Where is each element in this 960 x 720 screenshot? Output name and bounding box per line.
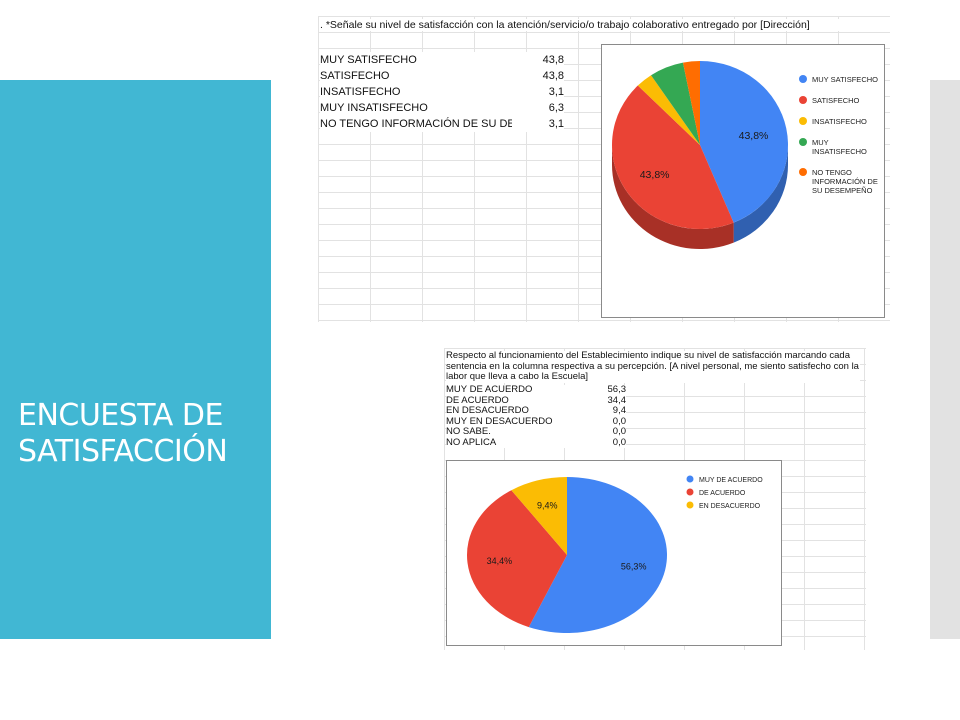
chart2-table-row: MUY EN DESACUERDO 0,0 [446,415,626,427]
chart1-table-row: MUY INSATISFECHO 6,3 [320,100,564,116]
chart1-table-row: INSATISFECHO 3,1 [320,84,564,100]
chart2-table-row: MUY DE ACUERDO 56,3 [446,384,627,396]
chart2-row-label: EN DESACUERDO [446,405,529,416]
slide-title: ENCUESTA DE SATISFACCIÓN [18,398,228,469]
chart2-row-value: 9,4 [612,405,626,416]
chart1-slice [682,61,700,145]
chart2-row-label: MUY DE ACUERDO [446,384,533,395]
survey-screenshot-2: Respecto al funcionamiento del Estableci… [444,348,866,650]
chart2-legend-swatch [686,501,694,509]
chart1-frame: 43,8% 43,8% MUY SATISFECHO SATISFECHO INSATI… [601,44,885,318]
chart1-legend-swatch [799,75,807,83]
chart2-row-label: NO SABE. [446,426,491,437]
chart2-row-value: 0,0 [612,426,626,437]
chart2-row-label: MUY EN DESACUERDO [446,415,553,427]
chart1-legend-swatch [799,138,807,146]
chart2-frame: 56,3% 34,4% 9,4% MUY DE ACUERDO DE ACUERDO EN… [446,460,782,646]
chart2-pie: 56,3% 34,4% 9,4% MUY DE ACUERDO DE ACUERDO EN… [467,475,763,633]
title-panel: ENCUESTA DE SATISFACCIÓN [0,80,271,639]
chart1-row-label: INSATISFECHO [320,86,401,98]
chart1-row-value: 6,3 [548,102,564,114]
chart1-legend-label: MUY SATISFECHO [812,75,878,84]
chart1-pie-3d: 43,8% 43,8% MUY SATISFECHO SATISFECHO INSATI… [612,61,878,249]
chart1-slice-side [733,145,788,243]
chart2-legend-swatch [686,475,694,483]
chart2-title: Respecto al funcionamiento del Estableci… [446,350,860,383]
decorative-side-bar [930,80,960,639]
chart2-legend-label: DE ACUERDO [699,490,746,497]
chart1-row-value: 3,1 [548,86,564,98]
chart1-title: . *Señale su nivel de satisfacción con l… [320,19,880,31]
chart2-legend-swatch [686,488,694,496]
chart2-slice-label: 34,4% [487,556,513,566]
chart1-legend-swatch [799,117,807,125]
chart1-slice-side [612,145,734,249]
chart1-row-label: MUY SATISFECHO [320,54,417,66]
chart2-row-label: NO APLICA [446,436,497,448]
chart1-table-row: NO TENGO INFORMACIÓN DE SU DESEMPEÑO 3,1 [320,116,564,132]
chart1-table-row: SATISFECHO 43,8 [320,68,564,84]
chart2-legend-label: MUY DE ACUERDO [699,477,763,484]
chart1-table-row: MUY SATISFECHO 43,8 [320,52,564,68]
chart1-legend-label: NO TENGO INFORMACIÓN DE SU DESEMPEÑO [812,168,878,195]
chart1-slice [612,85,734,229]
chart2-slice [511,477,567,555]
chart2-row-label: DE ACUERDO [446,394,509,406]
chart1-row-label: NO TENGO INFORMACIÓN DE SU DESEMPEÑO [320,118,512,130]
chart2-table-row: NO SABE. 0,0 [446,426,626,438]
chart2-slice-label: 9,4% [537,500,558,510]
chart1-slice-label: 43,8% [640,169,670,181]
chart1-legend-swatch [799,168,807,176]
chart1-legend-label: MUY INSATISFECHO [812,138,867,156]
chart2-table-row: EN DESACUERDO 9,4 [446,405,626,417]
chart1-row-value: 43,8 [542,54,564,66]
chart1-row-label: MUY INSATISFECHO [320,102,428,114]
chart2-table-row: DE ACUERDO 34,4 [446,394,627,406]
chart2-slice [467,490,567,628]
chart2-row-value: 0,0 [612,415,626,427]
chart1-legend-swatch [799,96,807,104]
chart2-row-value: 56,3 [607,384,627,395]
chart1-legend-label: INSATISFECHO [812,117,867,126]
chart1-slice [637,75,700,145]
chart2-row-value: 0,0 [612,436,626,448]
chart2-slice [528,477,667,633]
chart1-data-table: MUY SATISFECHO 43,8 SATISFECHO 43,8 INSATISF… [320,52,564,132]
chart1-slice [651,62,700,145]
chart1-legend-label: SATISFECHO [812,96,860,105]
chart1-row-label: SATISFECHO [320,70,390,82]
chart2-slice-label: 56,3% [621,561,647,571]
survey-screenshot-1: . *Señale su nivel de satisfacción con l… [318,16,890,322]
chart2-table-row: NO APLICA 0,0 [446,436,626,448]
chart1-slice [700,61,788,223]
chart2-data-table: MUY DE ACUERDO 56,3 DE ACUERDO 34,4 EN DESAC… [446,384,627,448]
chart1-slice-label: 43,8% [739,130,769,142]
chart1-row-value: 3,1 [548,118,564,130]
chart1-row-value: 43,8 [542,70,564,82]
chart2-legend-label: EN DESACUERDO [699,503,761,510]
chart2-row-value: 34,4 [607,394,627,406]
